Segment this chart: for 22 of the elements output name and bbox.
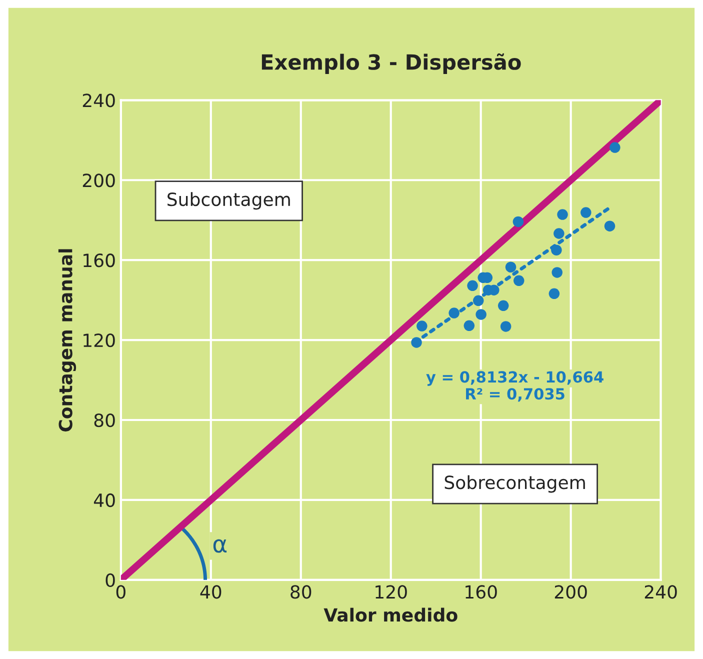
y-tick-label: 80 [94,413,115,428]
annotation: y = 0,8132x - 10,664 [426,371,604,386]
annotation: α [213,539,227,553]
x-tick-label: 200 [554,585,587,599]
y-tick-label: 200 [82,174,115,188]
x-axis-title: Valor medido [324,608,458,622]
chart-title: Exemplo 3 - Dispersão [262,53,521,74]
x-tick-label: 160 [466,585,497,599]
x-tick-label: 0 [116,585,126,599]
y-tick-label: 160 [84,254,115,268]
annotation: Sobrecontagem [444,475,585,493]
annotation: R² = 0,7035 [466,388,564,402]
y-tick-label: 40 [94,493,115,508]
x-tick-label: 120 [376,585,407,599]
x-tick-label: 40 [200,585,222,599]
y-tick-label: 120 [84,334,115,348]
x-tick-label: 240 [644,585,677,599]
y-tick-label: 0 [106,573,115,588]
y-axis-title: Contagem manual [58,249,76,432]
annotation: Subcontagem [168,192,290,210]
y-tick-label: 240 [82,94,115,108]
x-tick-label: 80 [290,585,312,599]
